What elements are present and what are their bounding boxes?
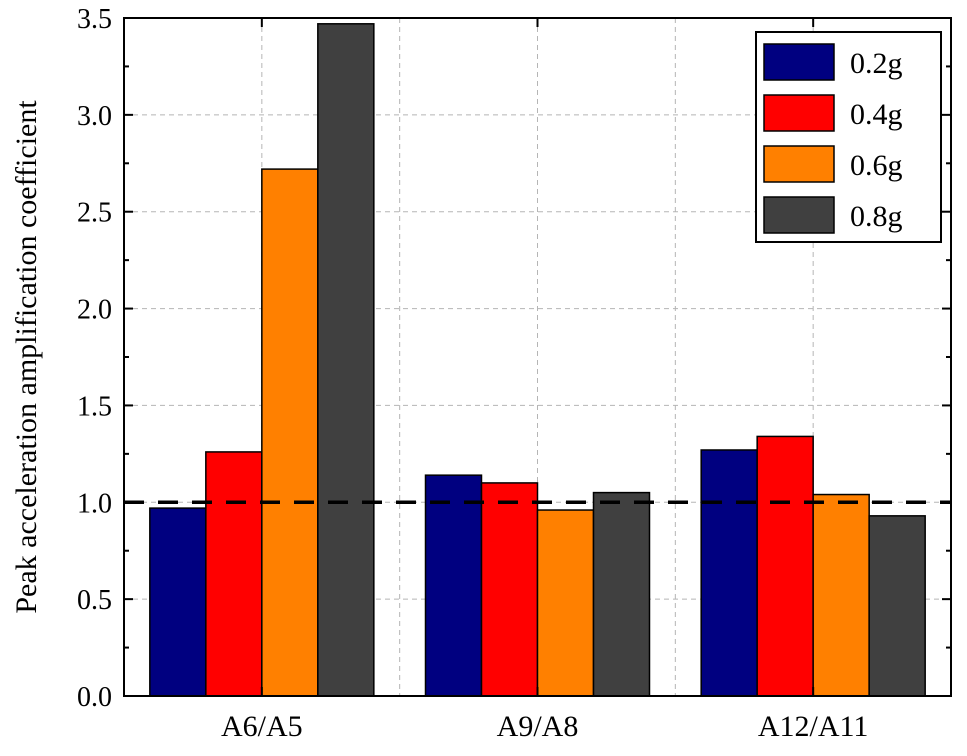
y-tick-label: 2.5 xyxy=(77,198,112,229)
y-tick-labels: 0.0 0.5 1.0 1.5 2.0 2.5 3.0 3.5 xyxy=(77,4,112,713)
bar-a12-a11-0_2g xyxy=(700,449,758,697)
legend-label: 0.4g xyxy=(850,98,903,131)
bar-a6-a5-0_4g xyxy=(205,451,263,697)
bar-a12-a11-0_6g xyxy=(812,493,870,697)
legend-swatch xyxy=(763,94,835,132)
y-tick-label: 1.5 xyxy=(77,391,112,422)
x-category-label: A6/A5 xyxy=(221,710,303,743)
axis-ticks xyxy=(124,17,951,697)
bar-a9-a8-0_2g xyxy=(424,474,483,697)
y-tick-label: 3.5 xyxy=(77,4,112,35)
x-category-label: A9/A8 xyxy=(497,710,579,743)
legend-label: 0.6g xyxy=(850,149,903,182)
bar-a6-a5-0_6g xyxy=(261,168,319,697)
y-tick-label: 1.0 xyxy=(77,488,112,519)
legend-swatch xyxy=(763,43,835,81)
legend-label: 0.8g xyxy=(850,200,903,233)
bar-a12-a11-0_8g xyxy=(868,515,926,697)
bar-a6-a5-0_8g xyxy=(317,23,375,697)
x-category-label: A12/A11 xyxy=(758,710,869,743)
legend-swatch xyxy=(763,196,835,234)
legend-label: 0.2g xyxy=(850,47,903,80)
y-tick-label: 2.0 xyxy=(77,295,112,326)
bar-a9-a8-0_8g xyxy=(592,491,651,697)
y-axis-title: Peak acceleration amplification coeffici… xyxy=(10,100,43,614)
bars xyxy=(149,23,926,697)
bar-a9-a8-0_6g xyxy=(536,509,595,697)
y-tick-label: 0.0 xyxy=(77,682,112,713)
y-tick-label: 0.5 xyxy=(77,585,112,616)
legend: 0.2g 0.4g 0.6g 0.8g xyxy=(755,31,942,243)
bar-a6-a5-0_2g xyxy=(149,507,207,697)
bar-a12-a11-0_4g xyxy=(756,435,814,697)
legend-swatch xyxy=(763,145,835,183)
bar-a9-a8-0_4g xyxy=(480,482,539,697)
y-tick-label: 3.0 xyxy=(77,101,112,132)
x-category-labels: A6/A5 A9/A8 A12/A11 xyxy=(221,710,868,743)
